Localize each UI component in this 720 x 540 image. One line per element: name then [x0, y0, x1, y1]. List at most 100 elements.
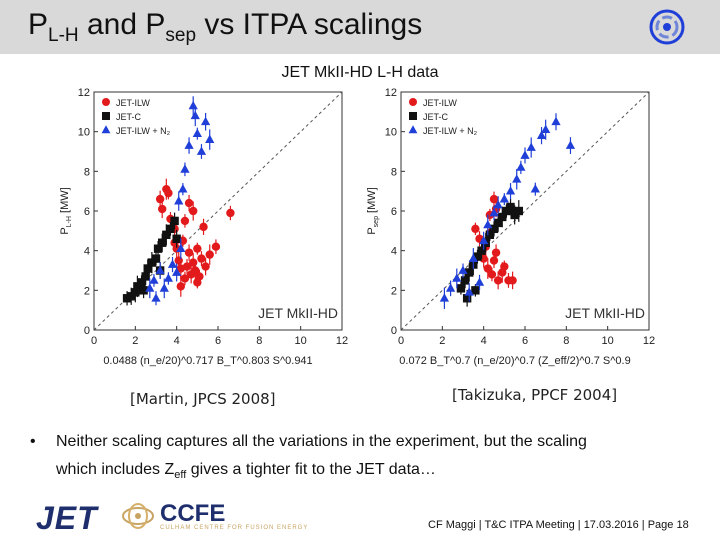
data-point-triangle	[565, 137, 576, 154]
marker-square	[506, 202, 515, 212]
bullet-point: • Neither scaling captures all the varia…	[30, 428, 680, 489]
marker-triangle	[151, 293, 161, 302]
data-point-triangle	[479, 231, 489, 250]
marker-triangle	[464, 287, 474, 296]
data-point-triangle	[474, 274, 485, 290]
x-tick-label: 8	[563, 335, 569, 347]
data-point-circle	[471, 222, 480, 236]
y-tick-label: 0	[84, 325, 90, 337]
data-point-circle	[164, 186, 173, 200]
marker-circle	[184, 198, 194, 208]
plot-watermark: JET MkII-HD	[258, 305, 338, 321]
data-point-triangle	[512, 169, 522, 190]
marker-triangle	[176, 243, 186, 253]
data-point-triangle	[499, 193, 509, 206]
legend-label: JET-ILW + N₂	[423, 126, 478, 136]
x-axis-label: 0.0488 (n_e/20)^0.717 B_T^0.803 S^0.941	[103, 355, 312, 367]
data-point-circle	[184, 244, 194, 261]
marker-triangle	[439, 293, 450, 302]
data-point-circle	[180, 214, 190, 228]
bullet-line-1: Neither scaling captures all the variati…	[56, 433, 587, 450]
marker-square	[143, 264, 152, 273]
legend-label: JET-ILW	[116, 98, 150, 108]
x-tick-label: 12	[336, 335, 348, 347]
data-point-triangle	[439, 287, 450, 309]
marker-triangle	[159, 283, 169, 292]
data-point-triangle	[205, 129, 215, 150]
marker-circle	[491, 248, 501, 257]
data-point-circle	[191, 260, 200, 281]
marker-triangle	[200, 116, 211, 126]
data-point-circle	[193, 242, 202, 255]
data-point-triangle	[483, 214, 493, 236]
marker-square	[409, 112, 417, 120]
marker-circle	[489, 256, 499, 265]
marker-triangle	[458, 265, 468, 274]
y-tick-label: 2	[84, 285, 90, 297]
slide-footer: CF Maggi | T&C ITPA Meeting | 17.03.2016…	[428, 519, 689, 531]
y-tick-label: 8	[391, 166, 397, 178]
marker-triangle	[505, 186, 516, 195]
marker-circle	[174, 256, 183, 265]
marker-triangle	[101, 125, 111, 134]
marker-triangle	[184, 140, 194, 149]
marker-circle	[493, 276, 503, 285]
citation-martin: [Martin, JPCS 2008]	[130, 390, 276, 408]
marker-square	[471, 286, 480, 295]
y-axis-label: Psep [MW]	[366, 187, 380, 234]
marker-square	[131, 288, 140, 297]
data-point-circle	[197, 251, 206, 266]
data-point-square	[471, 284, 480, 297]
marker-circle	[199, 222, 208, 232]
marker-triangle	[479, 235, 489, 245]
marker-circle	[201, 262, 210, 271]
data-point-triangle	[176, 238, 186, 260]
marker-circle	[197, 254, 206, 263]
marker-square	[456, 284, 466, 293]
marker-triangle	[408, 125, 418, 134]
ccfe-swirl-icon	[122, 503, 154, 529]
data-point-triangle	[458, 263, 468, 278]
marker-triangle	[163, 273, 174, 282]
marker-triangle	[145, 283, 155, 292]
marker-square	[514, 206, 523, 216]
data-point-triangle	[551, 113, 561, 131]
marker-circle	[182, 262, 192, 271]
marker-square	[460, 276, 470, 285]
x-tick-label: 6	[522, 335, 528, 347]
marker-circle	[409, 98, 417, 106]
legend-entry: JET-ILW + N₂	[101, 125, 171, 136]
x-tick-label: 4	[481, 335, 487, 347]
marker-square	[172, 234, 181, 243]
marker-triangle	[174, 196, 184, 205]
data-point-triangle	[516, 160, 526, 174]
data-point-triangle	[452, 268, 462, 289]
data-point-triangle	[541, 119, 551, 140]
legend-label: JET-ILW + N₂	[116, 126, 171, 136]
y-tick-label: 6	[84, 206, 90, 218]
marker-square	[477, 246, 486, 255]
plot-frame	[400, 91, 650, 331]
data-point-circle	[182, 259, 192, 275]
x-tick-label: 8	[256, 335, 262, 347]
marker-square	[166, 224, 175, 234]
data-point-triangle	[190, 105, 200, 127]
y-axis-label: PL-H [MW]	[59, 187, 73, 234]
data-point-square	[172, 229, 181, 248]
y-tick-label: 4	[84, 246, 90, 258]
marker-circle	[487, 270, 497, 279]
ccfe-logo: CCFE CULHAM CENTRE FOR FUSION ENERGY	[120, 500, 307, 532]
data-point-triangle	[196, 144, 207, 159]
y-tick-label: 12	[385, 87, 397, 99]
data-point-triangle	[149, 274, 159, 287]
legend-entry: JET-ILW + N₂	[408, 125, 478, 136]
data-point-triangle	[192, 127, 202, 140]
marker-circle	[489, 194, 499, 204]
y-tick-label: 0	[391, 325, 397, 337]
marker-square	[489, 224, 499, 234]
marker-circle	[193, 244, 202, 253]
marker-circle	[155, 194, 165, 204]
marker-square	[462, 294, 472, 303]
x-tick-label: 6	[215, 335, 221, 347]
data-point-circle	[483, 258, 492, 279]
